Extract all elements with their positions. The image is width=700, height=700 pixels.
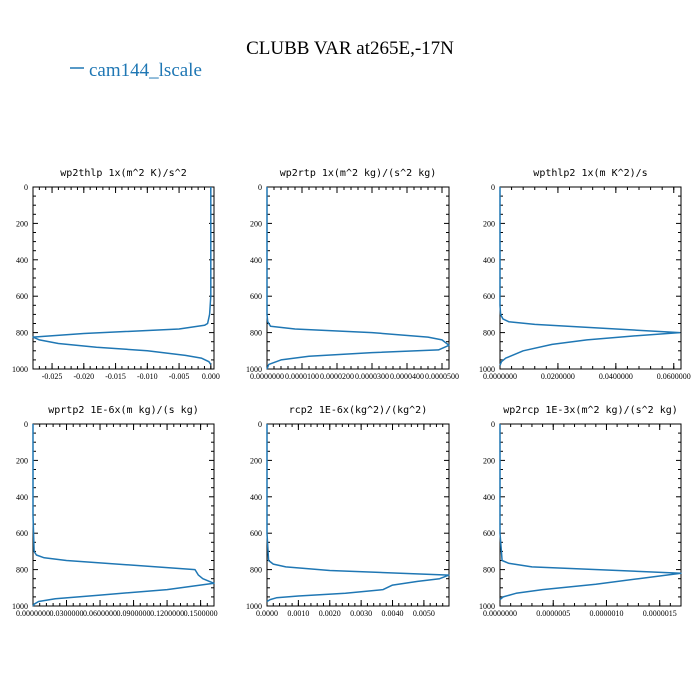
x-tick-label: 0.0030 [350, 609, 372, 618]
panels: wp2thlp 1x(m^2 K)/s^2 0 200 400 600 800 1000 -0… [12, 168, 691, 618]
x-tick-label: 0.0040 [382, 609, 404, 618]
y-tick-label: 600 [250, 292, 262, 301]
panel-3: wpthlp2 1x(m K^2)/s 0 200 400 600 800 10000.00… [479, 168, 691, 381]
x-tick-label: 0.0020 [319, 609, 341, 618]
x-tick-label: 0.0000200 [320, 372, 354, 381]
y-tick-label: 400 [250, 256, 262, 265]
x-tick-label: 0.0000100 [285, 372, 319, 381]
x-tick-label: 0.0000000 [483, 609, 517, 618]
panel-title: wpthlp2 1x(m K^2)/s [533, 168, 647, 179]
panel-title: wp2rcp 1E-3x(m^2 kg)/(s^2 kg) [503, 405, 678, 416]
x-tick-label: 0.0000300 [355, 372, 389, 381]
y-tick-label: 200 [250, 456, 262, 465]
x-tick-label: 0.0000400 [390, 372, 424, 381]
series-line [32, 424, 215, 607]
y-tick-label: 1000 [246, 365, 262, 374]
x-tick-label: 0.0000 [256, 609, 278, 618]
x-tick-label: 0.1200000 [150, 609, 184, 618]
panel-title: wp2rtp 1x(m^2 kg)/(s^2 kg) [280, 168, 437, 179]
y-tick-label: 800 [483, 566, 495, 575]
figure-title: CLUBB VAR at265E,-17N [246, 38, 454, 59]
x-tick-label: 0.0000005 [536, 609, 570, 618]
y-tick-label: 1000 [12, 602, 28, 611]
x-tick-label: -0.005 [169, 372, 190, 381]
y-tick-label: 600 [250, 529, 262, 538]
series-line [499, 424, 682, 601]
x-tick-label: 0.0000500 [425, 372, 459, 381]
y-tick-label: 200 [16, 456, 28, 465]
x-tick-label: 0.000 [202, 372, 220, 381]
y-tick-label: 0 [24, 420, 28, 429]
y-tick-label: 200 [483, 456, 495, 465]
panel-title: wprtp2 1E-6x(m kg)/(s kg) [48, 405, 199, 416]
series-line [266, 424, 450, 603]
y-tick-label: 0 [491, 183, 495, 192]
y-tick-label: 400 [16, 256, 28, 265]
y-tick-label: 0 [24, 183, 28, 192]
panel-title: wp2thlp 1x(m^2 K)/s^2 [60, 168, 186, 179]
panel-4: wprtp2 1E-6x(m kg)/(s kg) 0 200 400 600 800 10… [12, 405, 218, 618]
y-tick-label: 200 [483, 219, 495, 228]
y-tick-label: 800 [483, 329, 495, 338]
x-tick-label: -0.020 [73, 372, 94, 381]
y-tick-label: 200 [250, 219, 262, 228]
y-tick-label: 400 [483, 493, 495, 502]
x-tick-label: 0.0050 [413, 609, 435, 618]
y-tick-label: 400 [483, 256, 495, 265]
y-tick-label: 800 [250, 329, 262, 338]
y-tick-label: 200 [16, 219, 28, 228]
y-tick-label: 800 [16, 566, 28, 575]
x-tick-label: 0.0600000 [83, 609, 117, 618]
x-tick-label: 0.0000010 [589, 609, 623, 618]
x-tick-label: 0.0300000 [50, 609, 84, 618]
panel-title: rcp2 1E-6x(kg^2)/(kg^2) [289, 405, 427, 416]
panel-2: wp2rtp 1x(m^2 kg)/(s^2 kg) 0 200 400 600 800 1… [246, 168, 459, 381]
x-tick-label: 0.0000000 [483, 372, 517, 381]
x-tick-label: 0.0900000 [117, 609, 151, 618]
y-tick-label: 1000 [479, 365, 495, 374]
panel-6: wp2rcp 1E-3x(m^2 kg)/(s^2 kg) 0 200 400 600 8… [479, 405, 682, 618]
y-tick-label: 400 [16, 493, 28, 502]
x-tick-label: 0.0000000 [250, 372, 284, 381]
x-tick-label: 0.0000015 [643, 609, 677, 618]
x-tick-label: 0.0010 [287, 609, 309, 618]
series-line [32, 187, 212, 365]
y-tick-label: 0 [491, 420, 495, 429]
panel-5: rcp2 1E-6x(kg^2)/(kg^2) 0 200 400 600 800 1000… [246, 405, 450, 618]
y-tick-label: 0 [258, 183, 262, 192]
y-tick-label: 400 [250, 493, 262, 502]
x-tick-label: -0.015 [105, 372, 126, 381]
series-line [266, 187, 450, 370]
series-line [499, 187, 681, 366]
y-tick-label: 0 [258, 420, 262, 429]
y-tick-label: 600 [483, 529, 495, 538]
y-tick-label: 800 [16, 329, 28, 338]
panel-1: wp2thlp 1x(m^2 K)/s^2 0 200 400 600 800 1000 -0… [12, 168, 220, 381]
y-tick-label: 800 [250, 566, 262, 575]
y-tick-label: 1000 [246, 602, 262, 611]
x-tick-label: 0.0600000 [657, 372, 691, 381]
x-tick-label: 0.0000000 [16, 609, 50, 618]
x-tick-label: 0.1500000 [184, 609, 218, 618]
legend: cam144_lscale [70, 60, 202, 81]
y-tick-label: 600 [16, 292, 28, 301]
x-tick-label: 0.0400000 [599, 372, 633, 381]
x-tick-label: -0.025 [42, 372, 63, 381]
x-tick-label: -0.010 [137, 372, 158, 381]
y-tick-label: 600 [483, 292, 495, 301]
y-tick-label: 1000 [12, 365, 28, 374]
x-tick-label: 0.0200000 [541, 372, 575, 381]
y-tick-label: 1000 [479, 602, 495, 611]
y-tick-label: 600 [16, 529, 28, 538]
legend-label: cam144_lscale [89, 60, 202, 81]
